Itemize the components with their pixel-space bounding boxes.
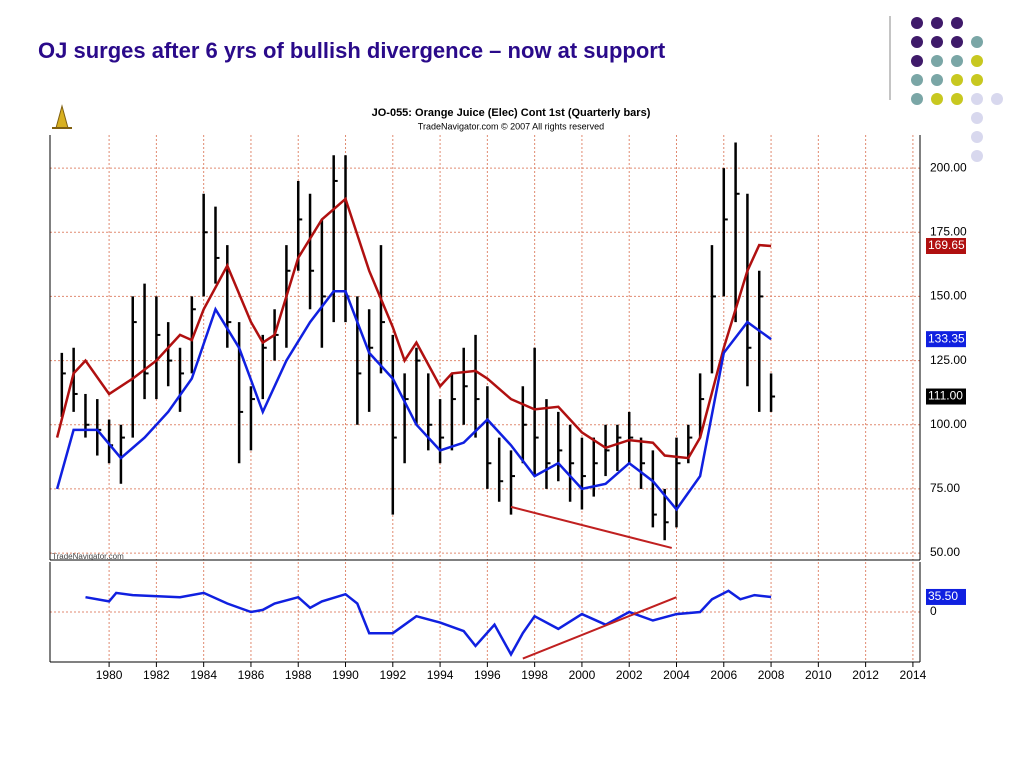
value-box <box>926 237 966 254</box>
y-tick-label: 200.00 <box>930 160 967 174</box>
x-tick-label: 1982 <box>143 668 170 682</box>
y-tick-label: 175.00 <box>930 224 967 238</box>
x-tick-label: 1980 <box>96 668 123 682</box>
x-tick-label: 2008 <box>758 668 785 682</box>
x-tick-label: 2002 <box>616 668 643 682</box>
y-tick-label: 125.00 <box>930 353 967 367</box>
y-tick-label: 50.00 <box>930 545 960 559</box>
y-tick-label: 150.00 <box>930 289 967 303</box>
x-tick-label: 2014 <box>900 668 927 682</box>
value-box <box>926 388 966 405</box>
x-tick-label: 1994 <box>427 668 454 682</box>
trend-line <box>522 596 677 660</box>
value-box <box>926 331 966 348</box>
y-tick-label: 100.00 <box>930 417 967 431</box>
slide-title: OJ surges after 6 yrs of bullish diverge… <box>38 38 666 63</box>
x-tick-label: 1996 <box>474 668 501 682</box>
y-tick-label: 75.00 <box>930 481 960 495</box>
x-tick-label: 2010 <box>805 668 832 682</box>
x-tick-label: 2004 <box>663 668 690 682</box>
x-tick-label: 1988 <box>285 668 312 682</box>
value-box-label: 133.35 <box>928 331 965 345</box>
x-tick-label: 1984 <box>190 668 217 682</box>
value-box-label: 169.65 <box>928 238 965 252</box>
chart-subtitle: TradeNavigator.com © 2007 All rights res… <box>418 121 604 131</box>
y-tick-label: 0 <box>930 604 937 618</box>
trend-line <box>510 505 673 549</box>
series-line <box>85 589 772 657</box>
x-tick-label: 1986 <box>238 668 265 682</box>
x-tick-label: 2012 <box>852 668 879 682</box>
value-box <box>926 588 966 605</box>
x-tick-label: 1990 <box>332 668 359 682</box>
x-tick-label: 2006 <box>710 668 737 682</box>
x-tick-label: 2000 <box>569 668 596 682</box>
x-tick-label: 1992 <box>379 668 406 682</box>
x-tick-label: 1998 <box>521 668 548 682</box>
logo-icon <box>52 104 72 129</box>
watermark: TradeNavigator.com <box>52 552 124 561</box>
value-box-label: 35.50 <box>928 589 958 603</box>
value-box-label: 111.00 <box>928 389 963 403</box>
decor-dots <box>911 17 1003 162</box>
chart-title: JO-055: Orange Juice (Elec) Cont 1st (Qu… <box>372 107 651 119</box>
series-line <box>55 196 772 460</box>
series-line <box>55 290 772 512</box>
